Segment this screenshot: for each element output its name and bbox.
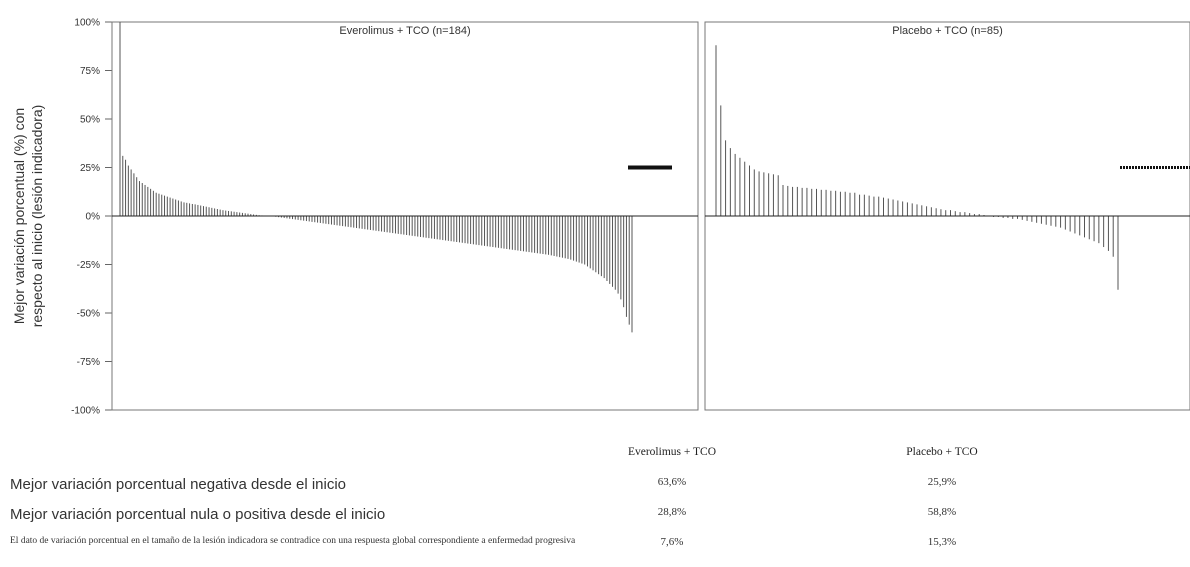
row-label-null-positive: Mejor variación porcentual nula o positi… (10, 506, 385, 523)
y-tick-label: 0% (86, 212, 101, 223)
row-value-negative-placebo: 25,9% (862, 476, 1022, 488)
panel-placebo: Placebo + TCO (n=85) (705, 22, 1190, 410)
y-tick-label: 75% (80, 66, 100, 77)
row-label-negative: Mejor variación porcentual negativa desd… (10, 476, 346, 493)
y-axis: 100% 75% 50% 25% 0% -25% -50% -75% -100% (71, 18, 112, 417)
waterfall-chart: 100% 75% 50% 25% 0% -25% -50% -75% -100% Mejor v… (0, 0, 1190, 440)
col-header-everolimus: Everolimus + TCO (572, 446, 772, 458)
panel-title: Placebo + TCO (n=85) (892, 25, 1002, 37)
col-header-placebo: Placebo + TCO (842, 446, 1042, 458)
y-tick-label: -75% (77, 357, 100, 368)
panel-everolimus: Everolimus + TCO (n=184) (112, 22, 698, 410)
y-tick-label: -100% (71, 406, 100, 417)
y-tick-label: 25% (80, 163, 100, 174)
y-tick-label: -50% (77, 309, 100, 320)
row-value-negative-everolimus: 63,6% (592, 476, 752, 488)
y-tick-label: 50% (80, 115, 100, 126)
y-tick-label: 100% (74, 18, 100, 29)
y-axis-label-line1: Mejor variación porcentual (%) con (11, 108, 27, 324)
row-value-contradiction-placebo: 15,3% (862, 536, 1022, 548)
row-value-null-positive-everolimus: 28,8% (592, 506, 752, 518)
row-value-null-positive-placebo: 58,8% (862, 506, 1022, 518)
row-value-contradiction-everolimus: 7,6% (592, 536, 752, 548)
y-axis-label-line2: respecto al inicio (lesión indicadora) (29, 105, 45, 328)
y-tick-label: -25% (77, 260, 100, 271)
panel-title: Everolimus + TCO (n=184) (339, 25, 470, 37)
row-label-contradiction: El dato de variación porcentual en el ta… (10, 535, 590, 547)
